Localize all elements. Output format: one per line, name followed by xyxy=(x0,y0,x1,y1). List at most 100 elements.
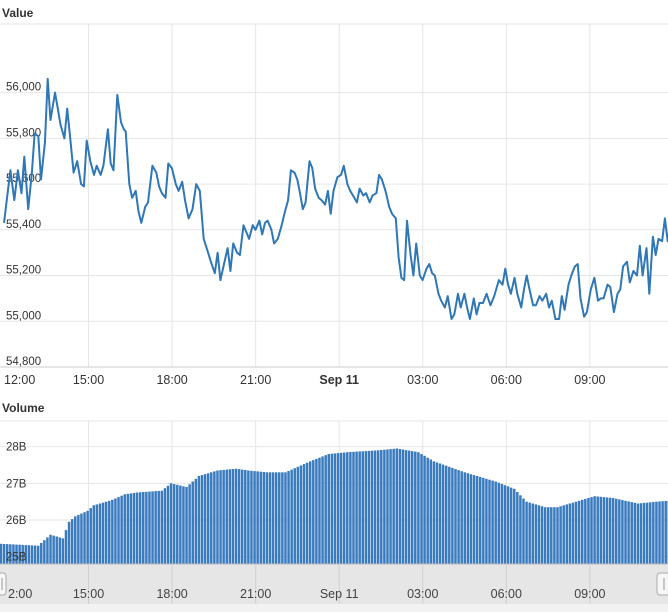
volume-bar xyxy=(512,488,516,564)
volume-bar xyxy=(74,516,77,564)
volume-bar xyxy=(627,501,630,564)
volume-bar xyxy=(2,544,6,564)
volume-bar xyxy=(129,493,133,564)
value-y-tick-label: 55,000 xyxy=(6,310,41,322)
volume-bar xyxy=(151,491,154,564)
value-x-tick-label: 06:00 xyxy=(491,373,522,387)
volume-bar xyxy=(256,471,259,564)
volume-bar xyxy=(166,485,170,564)
volume-bar xyxy=(475,476,479,564)
volume-bar xyxy=(478,476,482,564)
volume-bar xyxy=(398,449,402,564)
volume-bar xyxy=(611,498,615,564)
volume-bar xyxy=(488,479,491,564)
volume-bar xyxy=(352,451,355,564)
volume-bar xyxy=(253,471,256,564)
volume-bar xyxy=(364,451,368,564)
navigator-scrollbar[interactable] xyxy=(0,604,668,612)
volume-bar xyxy=(222,469,225,564)
volume-bar xyxy=(142,492,145,564)
volume-bar xyxy=(491,480,494,564)
value-y-tick-label: 56,000 xyxy=(6,82,41,94)
volume-bar xyxy=(373,450,377,564)
value-x-tick-label: 09:00 xyxy=(574,373,605,387)
volume-bar xyxy=(605,497,609,564)
navigator-left-handle[interactable] xyxy=(0,572,7,596)
value-x-tick-label: 18:00 xyxy=(156,373,187,387)
navigator-right-handle-grip[interactable] xyxy=(656,572,668,596)
value-x-tick-label: 12:00 xyxy=(4,373,35,387)
volume-bar xyxy=(126,493,130,564)
volume-bar xyxy=(556,507,559,564)
volume-bar xyxy=(234,468,238,564)
volume-bar xyxy=(645,502,649,564)
volume-bar xyxy=(172,484,176,564)
volume-bar xyxy=(157,490,160,564)
volume-bar xyxy=(339,452,343,564)
volume-bar xyxy=(361,451,364,564)
volume-bar xyxy=(355,451,358,564)
volume-bar xyxy=(244,470,247,564)
volume-bars xyxy=(0,448,668,564)
volume-bar xyxy=(305,462,309,564)
volume-bar xyxy=(522,498,525,564)
volume-bar xyxy=(281,472,284,564)
volume-bar xyxy=(67,521,71,564)
value-x-tick-label: 03:00 xyxy=(407,373,438,387)
volume-bar xyxy=(423,455,426,564)
volume-bar xyxy=(649,502,652,564)
volume-bar xyxy=(386,449,389,564)
volume-bar xyxy=(240,469,244,564)
volume-bar xyxy=(519,495,522,564)
volume-bar xyxy=(108,500,111,564)
volume-bar xyxy=(55,536,58,564)
volume-bar xyxy=(401,449,405,564)
volume-bar xyxy=(182,486,185,564)
volume-bar xyxy=(154,491,157,564)
navigator-x-tick-label: 06:00 xyxy=(491,587,522,601)
volume-bar xyxy=(101,502,105,564)
volume-bar xyxy=(599,496,603,564)
volume-bar xyxy=(367,450,371,564)
volume-bar xyxy=(577,500,581,564)
volume-bar xyxy=(265,472,269,564)
volume-bar xyxy=(284,472,287,564)
navigator-left-handle-grip[interactable] xyxy=(0,572,7,596)
volume-bar xyxy=(302,464,306,564)
volume-bar xyxy=(420,454,423,564)
volume-bar xyxy=(460,471,463,564)
volume-bar xyxy=(500,483,504,564)
volume-bar xyxy=(237,469,241,564)
volume-bar xyxy=(581,499,584,564)
volume-y-tick-label: 27B xyxy=(6,478,27,490)
volume-bar xyxy=(661,501,664,564)
volume-bar xyxy=(312,460,315,564)
volume-bar xyxy=(463,472,467,564)
value-x-tick-label: 21:00 xyxy=(240,373,271,387)
volume-bar xyxy=(185,487,188,564)
volume-bar xyxy=(429,459,433,564)
volume-bar xyxy=(571,502,575,564)
volume-bar xyxy=(633,502,637,564)
volume-bar xyxy=(89,508,92,564)
navigator-track[interactable] xyxy=(0,564,668,604)
navigator-right-handle[interactable] xyxy=(656,572,668,596)
volume-bar xyxy=(602,497,606,564)
volume-bar xyxy=(593,496,596,564)
volume-bar xyxy=(658,501,661,564)
volume-bar xyxy=(664,501,667,564)
volume-y-tick-label: 25B xyxy=(6,552,27,564)
volume-bar xyxy=(608,497,612,564)
volume-bar xyxy=(395,448,399,564)
volume-bar xyxy=(407,450,411,564)
volume-bar xyxy=(80,513,83,564)
volume-bar xyxy=(299,465,303,564)
volume-bar xyxy=(485,478,488,564)
volume-bar xyxy=(330,453,334,564)
value-chart: Value54,80055,00055,20055,40055,60055,80… xyxy=(0,6,668,387)
volume-bar xyxy=(370,450,374,564)
volume-bar xyxy=(132,493,136,564)
navigator-x-tick-label: 09:00 xyxy=(574,587,605,601)
volume-bar xyxy=(389,449,392,564)
volume-bar xyxy=(138,492,142,564)
